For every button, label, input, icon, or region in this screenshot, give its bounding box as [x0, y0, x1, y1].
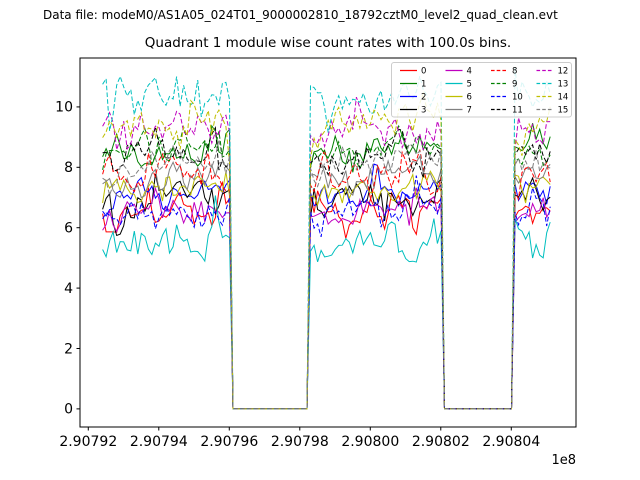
legend-label-6: 6: [467, 93, 472, 103]
legend-label-5: 5: [467, 80, 472, 90]
chart-title: Quadrant 1 module wise count rates with …: [145, 35, 511, 51]
series-line-5: [102, 195, 551, 410]
datafile-text: Data file: modeM0/AS1A05_024T01_90000028…: [43, 8, 558, 22]
legend-label-7: 7: [467, 106, 472, 116]
y-tick-label: 4: [64, 281, 73, 297]
legend-label-10: 10: [512, 93, 523, 103]
legend-label-2: 2: [421, 93, 426, 103]
x-tick-label: 2.90794: [130, 434, 188, 450]
series-line-8: [102, 149, 551, 410]
x-tick-label: 2.90798: [271, 434, 329, 450]
legend-label-1: 1: [421, 80, 426, 90]
x-tick-label: 2.90800: [341, 434, 399, 450]
series-line-12: [102, 96, 551, 410]
legend-label-0: 0: [421, 67, 426, 77]
y-tick-label: 0: [64, 402, 73, 418]
legend-label-11: 11: [512, 106, 523, 116]
legend-label-8: 8: [512, 67, 517, 77]
axes-ticks: 2.90792 2.90794 2.90796 2.90798 2.90800 2.908…: [55, 100, 540, 450]
y-tick-label: 8: [64, 160, 73, 176]
axis-offset-label: 1e8: [551, 453, 576, 468]
legend-label-4: 4: [467, 67, 472, 77]
legend-label-13: 13: [558, 80, 569, 90]
series-line-14: [102, 91, 551, 410]
series-line-15: [102, 139, 551, 410]
y-tick-label: 6: [64, 221, 73, 237]
legend-label-12: 12: [558, 67, 569, 77]
legend-frame: [391, 62, 572, 118]
legend-label-3: 3: [421, 106, 426, 116]
series-line-13: [102, 67, 551, 410]
series-line-4: [102, 186, 551, 410]
plot-area: [79, 57, 577, 428]
x-tick-label: 2.90796: [200, 434, 258, 450]
legend-label-9: 9: [512, 80, 517, 90]
series-line-9: [102, 124, 551, 410]
y-tick-label: 10: [55, 100, 73, 116]
series-line-1: [102, 123, 551, 410]
x-tick-label: 2.90792: [59, 434, 117, 450]
series-line-6: [102, 170, 551, 410]
x-tick-label: 2.90802: [412, 434, 470, 450]
series-line-2: [102, 163, 551, 410]
series-lines: [102, 67, 551, 410]
x-tick-label: 2.90804: [482, 434, 540, 450]
legend-label-14: 14: [558, 93, 569, 103]
legend-label-15: 15: [558, 106, 569, 116]
y-tick-label: 2: [64, 341, 73, 357]
